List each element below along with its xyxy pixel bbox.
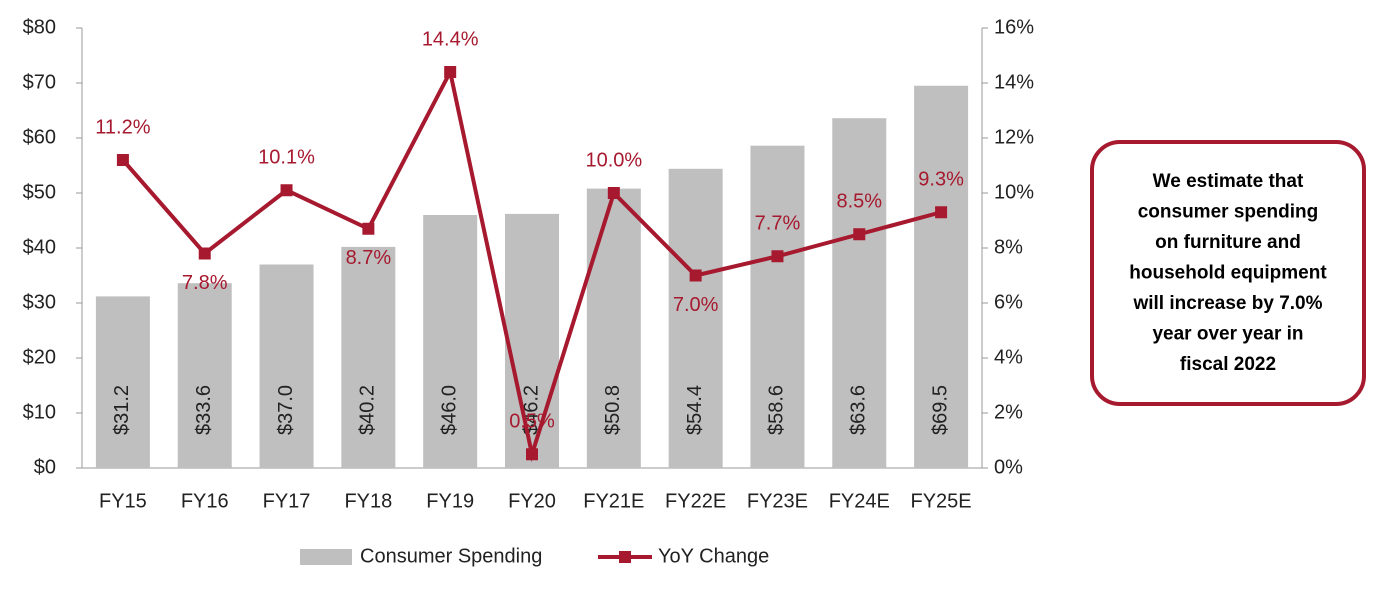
y-tick-label: $70 xyxy=(23,71,56,93)
line-value-label: 8.7% xyxy=(346,247,392,269)
annotation-box xyxy=(1090,140,1366,406)
legend-swatch-marker xyxy=(619,551,631,563)
bar-value-label: $40.2 xyxy=(357,385,379,435)
annotation-text: will increase by 7.0% xyxy=(1132,293,1322,314)
line-value-label: 7.7% xyxy=(755,213,801,235)
line-marker xyxy=(116,154,129,166)
bar-value-label: $54.4 xyxy=(684,385,706,435)
line-value-label: 9.3% xyxy=(918,169,964,191)
bar xyxy=(177,283,232,468)
annotation-text: We estimate that xyxy=(1153,171,1304,192)
y-tick-label: $0 xyxy=(34,456,56,478)
line-value-label: 7.0% xyxy=(673,294,719,316)
bar xyxy=(750,145,805,468)
x-tick-label: FY21E xyxy=(583,490,644,512)
y-tick-label: $20 xyxy=(23,346,56,368)
annotation-text: on furniture and xyxy=(1155,232,1301,253)
bar-value-label: $37.0 xyxy=(275,385,297,435)
x-tick-label: FY19 xyxy=(426,490,474,512)
line-value-label: 7.8% xyxy=(182,272,228,294)
line-marker xyxy=(771,250,784,263)
line-marker xyxy=(198,247,211,260)
line-marker xyxy=(362,222,375,235)
line-marker xyxy=(526,448,538,461)
y2-tick-label: 6% xyxy=(994,291,1023,313)
line-marker xyxy=(689,269,702,282)
y2-tick-label: 12% xyxy=(994,126,1034,148)
x-tick-label: FY23E xyxy=(747,490,808,512)
line-marker xyxy=(935,206,948,219)
line-marker xyxy=(607,187,620,199)
bar xyxy=(341,246,396,468)
bar-value-label: $63.6 xyxy=(848,385,870,435)
legend-label: Consumer Spending xyxy=(360,545,542,567)
x-tick-label: FY20 xyxy=(508,490,556,512)
bar xyxy=(668,168,723,469)
x-tick-label: FY22E xyxy=(665,490,726,512)
bar-value-label: $33.6 xyxy=(193,385,215,435)
y-tick-label: $50 xyxy=(23,181,56,203)
x-tick-label: FY15 xyxy=(99,490,147,512)
bar-value-label: $31.2 xyxy=(111,385,133,435)
line-value-label: 14.4% xyxy=(422,28,479,50)
y-tick-label: $80 xyxy=(23,16,56,38)
x-tick-label: FY17 xyxy=(263,490,311,512)
bar-value-label: $58.6 xyxy=(766,385,788,435)
line-marker xyxy=(853,228,866,241)
bar-value-label: $69.5 xyxy=(929,385,951,435)
line-marker xyxy=(444,66,457,78)
annotation-text: household equipment xyxy=(1129,263,1327,284)
bar-value-label: $46.0 xyxy=(438,385,460,435)
bar xyxy=(914,85,969,468)
bar xyxy=(505,213,559,468)
legend-label: YoY Change xyxy=(658,545,769,567)
bar xyxy=(586,188,641,468)
x-tick-label: FY24E xyxy=(829,490,890,512)
y-tick-label: $30 xyxy=(23,291,56,313)
y-tick-label: $60 xyxy=(23,126,56,148)
bar xyxy=(423,215,478,468)
y2-tick-label: 0% xyxy=(994,456,1023,478)
bar-value-label: $50.8 xyxy=(602,385,624,435)
line-value-label: 10.1% xyxy=(258,147,315,169)
y-tick-label: $10 xyxy=(23,401,56,423)
line-value-label: 11.2% xyxy=(95,116,150,138)
bar xyxy=(259,264,314,468)
annotation-text: fiscal 2022 xyxy=(1180,354,1276,375)
x-tick-label: FY25E xyxy=(911,490,972,512)
y2-tick-label: 10% xyxy=(994,181,1034,203)
y2-tick-label: 16% xyxy=(994,16,1034,38)
legend-swatch xyxy=(300,549,352,565)
bar xyxy=(95,296,150,468)
line-value-label: 8.5% xyxy=(836,191,882,213)
y2-tick-label: 8% xyxy=(994,236,1023,258)
x-tick-label: FY18 xyxy=(344,490,392,512)
line-marker xyxy=(280,184,293,197)
y-tick-label: $40 xyxy=(23,236,56,258)
y2-tick-label: 14% xyxy=(994,71,1034,93)
line-value-label: 10.0% xyxy=(585,149,642,171)
bar xyxy=(832,118,887,468)
annotation-text: year over year in xyxy=(1152,324,1303,345)
x-tick-label: FY16 xyxy=(181,490,229,512)
annotation-text: consumer spending xyxy=(1138,202,1319,223)
y2-tick-label: 2% xyxy=(994,401,1023,423)
y2-tick-label: 4% xyxy=(994,346,1023,368)
line-value-label: 0.5% xyxy=(509,411,555,433)
